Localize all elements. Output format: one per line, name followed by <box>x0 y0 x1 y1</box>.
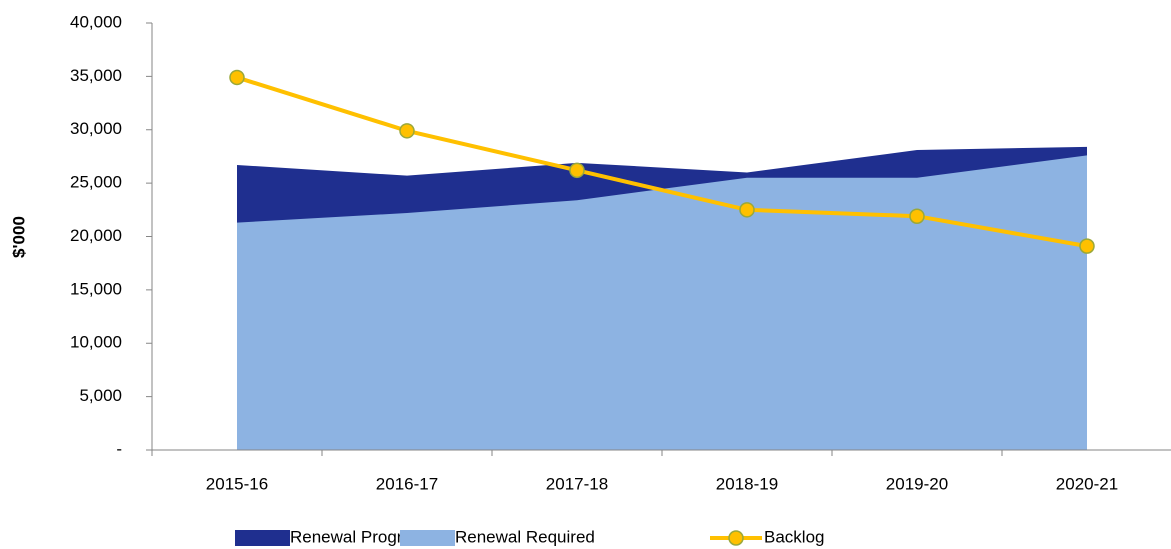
legend-swatch <box>400 530 455 546</box>
x-tick-label: 2016-17 <box>376 474 438 493</box>
legend-label: Renewal Required <box>455 527 595 546</box>
x-tick-label: 2017-18 <box>546 474 608 493</box>
marker <box>1079 238 1095 254</box>
marker <box>569 162 585 179</box>
y-tick-label: 15,000 <box>70 279 122 298</box>
x-tick-label: 2019-20 <box>886 474 948 493</box>
y-tick-label: 10,000 <box>70 333 122 352</box>
marker <box>909 208 925 224</box>
y-tick-label: - <box>116 439 122 458</box>
line <box>236 75 1088 249</box>
y-tick-label: 30,000 <box>70 119 122 138</box>
x-tick-label: 2020-21 <box>1056 474 1118 493</box>
marker <box>229 69 245 86</box>
y-axis-label: $'000 <box>9 216 28 258</box>
marker <box>739 202 755 218</box>
x-tick-label: 2018-19 <box>716 474 778 493</box>
area <box>237 155 1087 450</box>
legend-label: Backlog <box>764 527 824 546</box>
x-tick-label: 2015-16 <box>206 474 268 493</box>
legend-marker <box>728 530 744 546</box>
marker <box>399 123 415 139</box>
legend-swatch <box>235 530 290 546</box>
y-tick-label: 25,000 <box>70 173 122 192</box>
legend-label: Renewal Program <box>290 527 426 546</box>
y-tick-label: 20,000 <box>70 226 122 245</box>
y-tick-label: 5,000 <box>79 386 122 405</box>
y-tick-label: 40,000 <box>70 12 122 31</box>
y-tick-label: 35,000 <box>70 66 122 85</box>
